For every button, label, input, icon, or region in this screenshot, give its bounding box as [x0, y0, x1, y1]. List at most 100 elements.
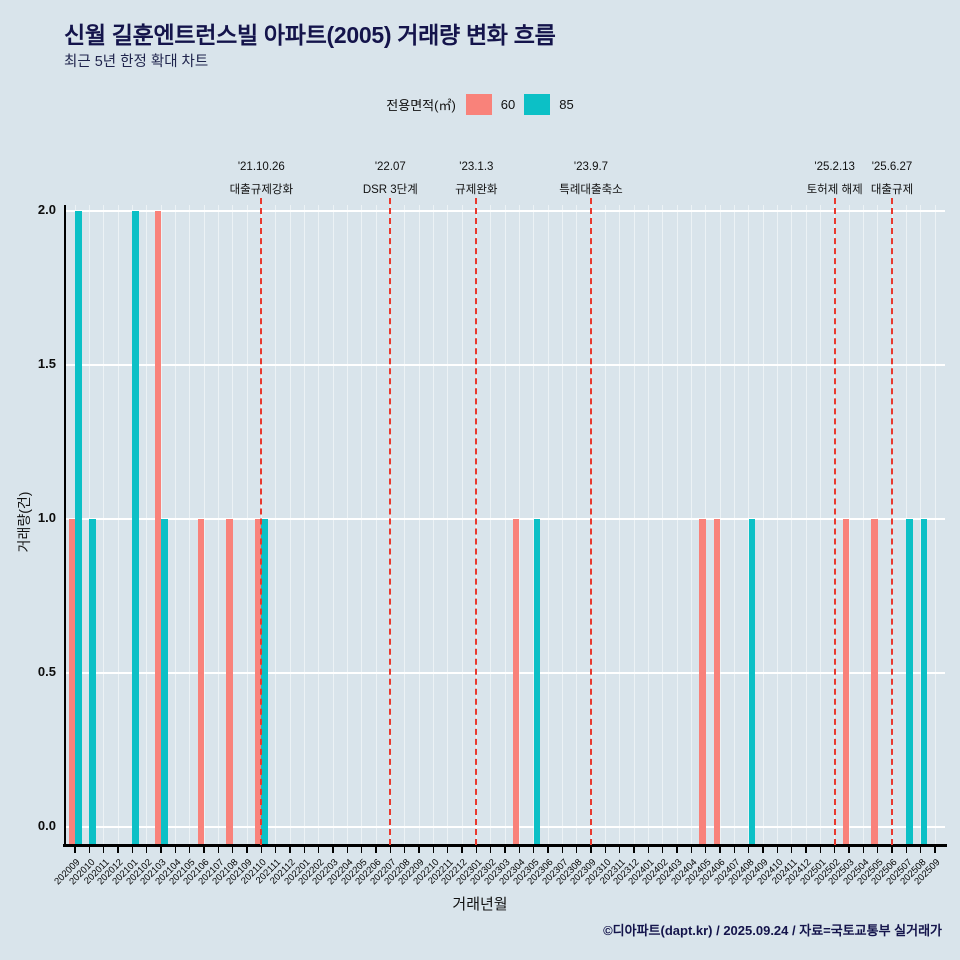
v-gridline: [604, 205, 606, 845]
v-gridline: [819, 205, 821, 845]
x-tick: [819, 847, 822, 853]
x-tick: [776, 847, 779, 853]
annotation-date-202301: '23.1.3: [459, 161, 494, 173]
x-tick: [647, 847, 650, 853]
x-tick: [375, 847, 377, 853]
h-gridline: [65, 672, 945, 674]
v-gridline: [647, 205, 649, 845]
bar-202508-85: [920, 519, 928, 845]
annotation-label-202309: 특례대출축소: [559, 184, 623, 196]
x-tick: [360, 847, 363, 853]
h-gridline: [65, 518, 945, 520]
bar-202110-60: [254, 519, 262, 845]
annotation-line-202506: [891, 198, 893, 845]
x-tick: [733, 847, 736, 853]
x-tick: [174, 847, 177, 853]
x-tick: [833, 847, 836, 853]
x-tick: [561, 847, 564, 853]
v-gridline: [518, 205, 520, 845]
v-gridline: [705, 205, 707, 845]
bar-202108-60: [226, 519, 233, 845]
v-gridline: [791, 205, 793, 845]
x-tick: [432, 847, 435, 853]
x-tick: [217, 847, 220, 853]
bar-202010-85: [89, 519, 96, 845]
x-tick: [618, 847, 621, 853]
y-axis-title: 거래량(건): [16, 491, 32, 553]
v-gridline: [733, 205, 735, 845]
v-gridline: [174, 205, 176, 845]
x-axis-title: 거래년월: [452, 896, 508, 913]
bar-202505-60: [871, 519, 878, 845]
x-tick: [332, 847, 334, 853]
v-gridline: [418, 205, 420, 845]
x-tick: [246, 847, 248, 853]
bar-202406-60: [713, 519, 720, 845]
annotation-label-202110: 대출규제강화: [229, 184, 294, 196]
bar-202304-60: [512, 519, 520, 845]
annotation-label-202506: 대출규제: [870, 184, 914, 196]
x-tick: [633, 847, 635, 853]
x-tick: [790, 847, 793, 853]
v-gridline: [719, 205, 721, 845]
x-tick: [131, 847, 134, 853]
v-gridline: [504, 205, 506, 845]
y-tick-label: 1.0: [37, 510, 56, 525]
legend-items: 60 85: [465, 94, 574, 115]
v-gridline: [117, 205, 119, 845]
v-gridline: [217, 205, 219, 845]
v-gridline: [275, 205, 277, 845]
annotation-line-202110: [260, 198, 263, 845]
x-tick: [575, 847, 578, 853]
x-tick: [117, 847, 119, 853]
v-gridline: [877, 205, 879, 845]
annotation-date-202502: '25.2.13: [814, 161, 855, 173]
x-tick: [303, 847, 306, 853]
annotation-date-202506: '25.6.27: [871, 161, 913, 173]
v-gridline: [432, 205, 434, 845]
v-gridline: [619, 205, 621, 845]
legend-item-label-85: 85: [559, 97, 574, 112]
x-tick: [446, 847, 449, 853]
v-gridline: [762, 205, 764, 845]
annotation-date-202110: '21.10.26: [237, 161, 285, 173]
page-subtitle: 최근 5년 한정 확대 차트: [64, 54, 209, 70]
legend-title: 전용면적(㎡): [386, 98, 456, 113]
v-gridline: [361, 205, 363, 845]
x-tick: [203, 847, 205, 853]
x-tick: [504, 847, 506, 853]
v-gridline: [404, 205, 406, 845]
v-gridline: [934, 205, 936, 845]
v-gridline: [246, 205, 248, 845]
bar-202405-60: [699, 519, 706, 845]
v-gridline: [676, 205, 678, 845]
v-gridline: [561, 205, 563, 845]
v-gridline: [690, 205, 692, 845]
legend: 전용면적(㎡) 60 85: [0, 94, 960, 115]
x-tick: [188, 847, 191, 853]
x-tick: [862, 847, 865, 853]
x-tick: [604, 847, 607, 853]
x-tick: [876, 847, 879, 853]
x-tick: [891, 847, 893, 853]
v-gridline: [103, 205, 105, 845]
x-tick: [805, 847, 807, 853]
annotation-line-202309: [590, 198, 592, 845]
v-gridline: [776, 205, 778, 845]
x-tick: [418, 847, 420, 853]
v-gridline: [232, 205, 234, 845]
v-gridline: [662, 205, 664, 845]
v-gridline: [848, 205, 850, 845]
legend-item-label-60: 60: [500, 97, 516, 112]
annotation-label-202207: DSR 3단계: [362, 184, 418, 196]
legend-swatch-60: [465, 94, 492, 115]
bar-202507-85: [906, 519, 913, 845]
copyright-footer: ©디아파트(dapt.kr) / 2025.09.24 / 자료=국토교통부 실…: [603, 923, 942, 938]
x-tick: [747, 847, 750, 853]
bar-202103-60: [154, 211, 161, 845]
x-tick: [690, 847, 693, 853]
annotation-line-202502: [833, 198, 836, 845]
bar-202503-60: [842, 519, 849, 845]
x-tick: [518, 847, 521, 853]
x-tick: [317, 847, 320, 853]
